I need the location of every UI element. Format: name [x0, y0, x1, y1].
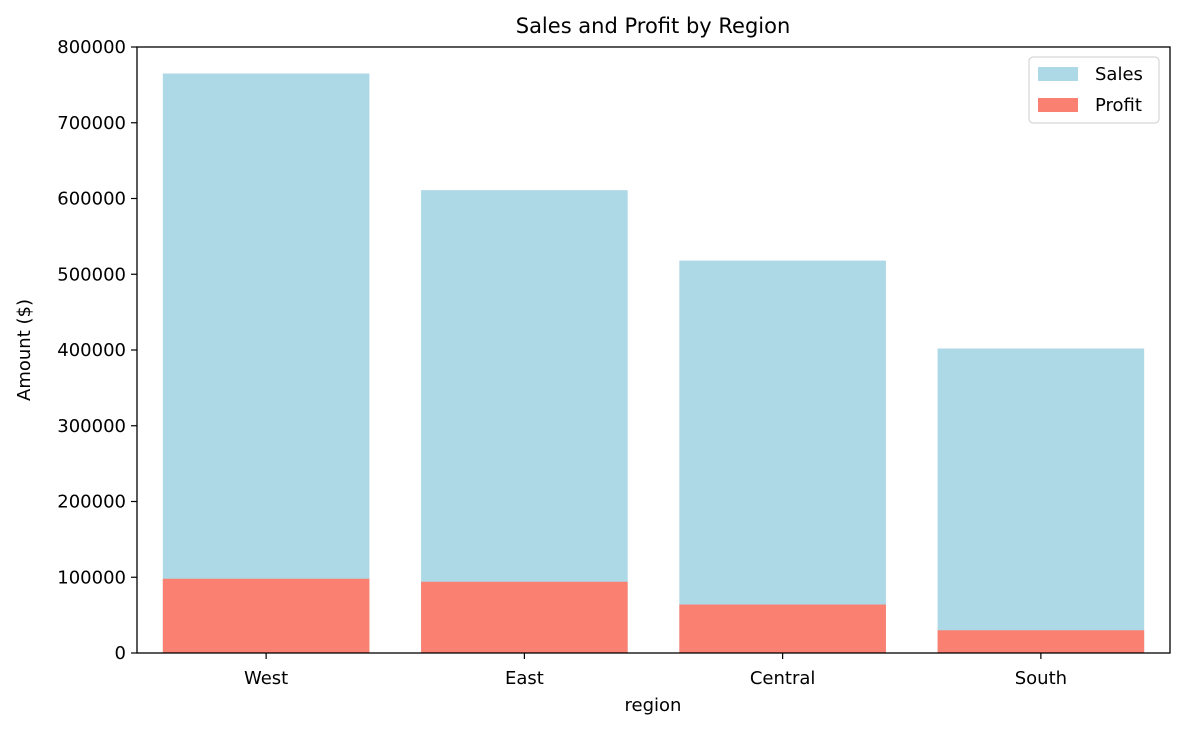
y-tick-label: 700000	[57, 113, 126, 134]
y-tick-label: 600000	[57, 189, 126, 210]
bar-profit-south	[937, 630, 1145, 653]
y-tick-label: 400000	[57, 340, 126, 361]
x-tick-label-central: Central	[750, 668, 816, 689]
axes-layer: 0 100000 200000 300000 400000 500000 600000 700…	[57, 37, 1171, 689]
legend-swatch-sales	[1038, 67, 1078, 81]
legend-swatch-profit	[1038, 98, 1078, 112]
chart-title: Sales and Profit by Region	[516, 14, 791, 38]
y-axis-title: Amount ($)	[14, 299, 35, 401]
bars-layer	[162, 73, 1145, 654]
legend-label-profit: Profit	[1095, 95, 1142, 116]
legend-label-sales: Sales	[1095, 64, 1143, 85]
y-tick-label: 300000	[57, 416, 126, 437]
x-axis-title: region	[625, 695, 682, 716]
x-tick-label-west: West	[244, 668, 288, 689]
bar-profit-central	[679, 604, 886, 653]
y-tick-label: 500000	[57, 264, 126, 285]
y-tick-label: 100000	[57, 567, 126, 588]
x-tick-label-east: East	[505, 668, 544, 689]
x-tick-label-south: South	[1015, 668, 1067, 689]
legend: Sales Profit	[1028, 56, 1160, 124]
bar-sales-central	[679, 260, 886, 653]
y-tick-label: 200000	[57, 492, 126, 513]
bar-sales-east	[421, 190, 628, 654]
bar-profit-east	[421, 581, 628, 653]
bar-sales-south	[937, 348, 1145, 653]
y-tick-label: 800000	[57, 37, 126, 58]
bar-profit-west	[162, 578, 370, 653]
y-tick-label: 0	[115, 643, 126, 664]
bar-sales-west	[162, 73, 370, 653]
